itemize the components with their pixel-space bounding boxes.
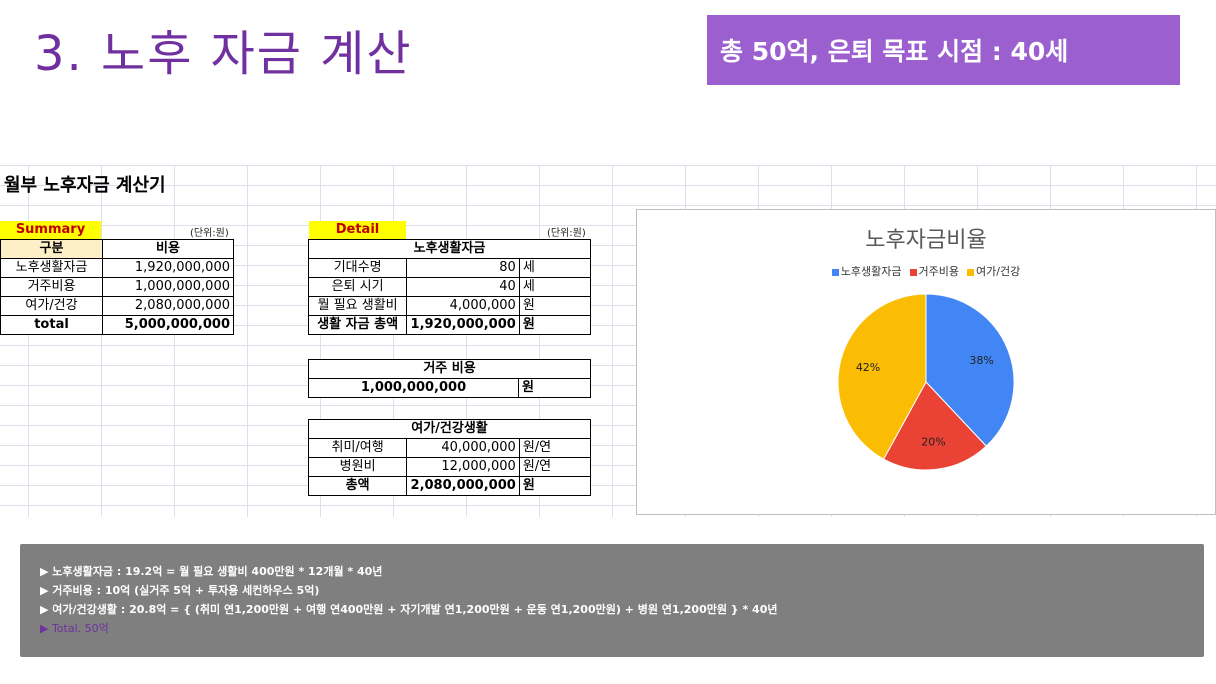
section-header[interactable]: 여가/건강생활 <box>308 419 591 439</box>
table-row: 은퇴 시기 40 세 <box>307 277 592 297</box>
table-row: 거주 비용 <box>308 359 591 379</box>
total-value-cell[interactable]: 5,000,000,000 <box>102 315 234 335</box>
pie-chart[interactable]: 노후자금비율 노후생활자금 거주비용 여가/건강 38% 20% 42% <box>636 209 1216 515</box>
legend-label: 여가/건강 <box>976 265 1021 278</box>
table-cell[interactable]: 취미/여행 <box>307 438 408 458</box>
target-badge: 총 50억, 은퇴 목표 시점 : 40세 <box>707 15 1180 85</box>
table-row: 여가/건강생활 <box>308 419 591 439</box>
total-unit-cell[interactable]: 원 <box>518 315 592 335</box>
table-cell[interactable]: 12,000,000 <box>406 457 520 477</box>
table-row: 여가/건강 2,080,000,000 <box>0 296 234 316</box>
sheet-title: 월부 노후자금 계산기 <box>4 175 166 196</box>
total-label-cell[interactable]: 총액 <box>307 476 408 496</box>
table-cell[interactable]: 2,080,000,000 <box>102 296 234 316</box>
header-cell[interactable]: 비용 <box>102 239 234 259</box>
total-label-cell[interactable]: total <box>0 315 103 335</box>
table-cell[interactable]: 원 <box>518 296 592 316</box>
table-cell[interactable]: 세 <box>518 258 592 278</box>
slide-title: 3. 노후 자금 계산 <box>34 26 413 82</box>
table-row: 취미/여행 40,000,000 원/연 <box>307 438 592 458</box>
table-row: 총액 2,080,000,000 원 <box>307 476 592 496</box>
legend-item: 거주비용 <box>909 263 960 279</box>
table-row: 노후생활자금 1,920,000,000 <box>0 258 234 278</box>
legend-swatch <box>967 268 975 276</box>
legend-label: 노후생활자금 <box>840 265 902 278</box>
table-cell[interactable]: 40,000,000 <box>406 438 520 458</box>
summary-unit: (단위:원) <box>190 228 229 239</box>
table-row: 구분 비용 <box>0 239 234 259</box>
pie-slice-1[interactable] <box>882 381 987 471</box>
section-header[interactable]: 거주 비용 <box>308 359 591 379</box>
table-cell[interactable]: 은퇴 시기 <box>307 277 408 297</box>
summary-table: 구분 비용 노후생활자금 1,920,000,000 거주비용 1,000,00… <box>0 239 234 335</box>
table-cell[interactable]: 거주비용 <box>0 277 103 297</box>
legend-swatch <box>909 268 917 276</box>
legend-label: 거주비용 <box>918 265 960 278</box>
table-cell[interactable]: 40 <box>406 277 520 297</box>
table-row: total 5,000,000,000 <box>0 315 234 335</box>
table-row: 노후생활자금 <box>308 239 591 259</box>
pie-data-label-1: 20% <box>921 435 945 448</box>
note-line: ▶ 노후생활자금 : 19.2억 = 월 필요 생활비 400만원 * 12개월… <box>40 565 383 578</box>
summary-label[interactable]: Summary <box>0 221 101 239</box>
leisure-table: 여가/건강생활 취미/여행 40,000,000 원/연 병원비 12,000,… <box>307 419 592 496</box>
pie-svg: 38% 20% 42% <box>837 293 1015 471</box>
total-unit-cell[interactable]: 원 <box>518 476 592 496</box>
header-cell[interactable]: 구분 <box>0 239 103 259</box>
table-row: 뭘 필요 생활비 4,000,000 원 <box>307 296 592 316</box>
table-cell[interactable]: 1,000,000,000 <box>102 277 234 297</box>
retirement-table: 노후생활자금 기대수명 80 세 은퇴 시기 40 세 뭘 필요 생활비 4,0… <box>307 239 592 335</box>
note-total: ▶ Total. 50억 <box>40 622 109 635</box>
table-cell[interactable]: 병원비 <box>307 457 408 477</box>
table-cell[interactable]: 원/연 <box>518 457 592 477</box>
table-cell[interactable]: 노후생활자금 <box>0 258 103 278</box>
housing-table: 거주 비용 1,000,000,000 원 <box>308 359 592 398</box>
legend-item: 여가/건강 <box>967 263 1020 279</box>
table-cell[interactable]: 뭘 필요 생활비 <box>307 296 408 316</box>
chart-legend: 노후생활자금 거주비용 여가/건강 <box>637 263 1215 279</box>
note-line: ▶ 여가/건강생활 : 20.8억 = { (취미 연1,200만원 + 여행 … <box>40 603 778 616</box>
table-cell[interactable]: 세 <box>518 277 592 297</box>
table-cell[interactable]: 원/연 <box>518 438 592 458</box>
table-cell[interactable]: 80 <box>406 258 520 278</box>
total-value-cell[interactable]: 2,080,000,000 <box>406 476 520 496</box>
pie-slice-0[interactable] <box>925 293 1015 447</box>
total-label-cell[interactable]: 생활 자금 총액 <box>307 315 408 335</box>
pie-data-label-0: 38% <box>969 354 993 367</box>
table-row: 병원비 12,000,000 원/연 <box>307 457 592 477</box>
detail-label[interactable]: Detail <box>309 221 406 239</box>
table-cell[interactable]: 기대수명 <box>307 258 408 278</box>
table-row: 1,000,000,000 원 <box>308 378 592 398</box>
note-line: ▶ 거주비용 : 10억 (실거주 5억 + 투자용 세컨하우스 5억) <box>40 584 320 597</box>
detail-unit: (단위:원) <box>547 228 586 239</box>
table-row: 거주비용 1,000,000,000 <box>0 277 234 297</box>
legend-item: 노후생활자금 <box>831 263 902 279</box>
housing-unit-cell[interactable]: 원 <box>517 378 592 398</box>
table-cell[interactable]: 여가/건강 <box>0 296 103 316</box>
table-cell[interactable]: 4,000,000 <box>406 296 520 316</box>
table-row: 기대수명 80 세 <box>307 258 592 278</box>
pie-data-label-2: 42% <box>856 361 880 374</box>
housing-value-cell[interactable]: 1,000,000,000 <box>308 378 519 398</box>
chart-title: 노후자금비율 <box>865 228 987 253</box>
table-row: 생활 자금 총액 1,920,000,000 원 <box>307 315 592 335</box>
total-value-cell[interactable]: 1,920,000,000 <box>406 315 520 335</box>
legend-swatch <box>831 268 839 276</box>
pie-slice-2[interactable] <box>837 293 927 460</box>
notes-box: ▶ 노후생활자금 : 19.2억 = 월 필요 생활비 400만원 * 12개월… <box>20 544 1204 657</box>
table-cell[interactable]: 1,920,000,000 <box>102 258 234 278</box>
section-header[interactable]: 노후생활자금 <box>308 239 591 259</box>
